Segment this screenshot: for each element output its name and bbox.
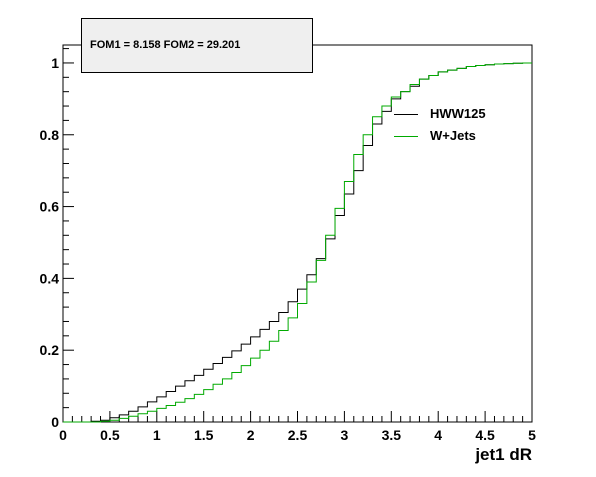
series-layer (63, 62, 532, 423)
legend-swatch-wjets (394, 136, 418, 137)
x-axis: 0 0.5 1 1.5 2 2.5 3 3.5 4 4.5 5 (59, 411, 536, 443)
x-tick-label: 3 (341, 427, 349, 443)
x-tick-label: 1.5 (194, 427, 214, 443)
y-tick-label: 0.4 (40, 270, 60, 286)
y-axis: 0 0.2 0.4 0.6 0.8 1 (40, 48, 74, 430)
y-tick-label: 1 (51, 55, 59, 71)
y-tick-label: 0.2 (40, 342, 60, 358)
x-tick-label: 1 (153, 427, 161, 443)
legend-item-hww125: HWW125 (386, 104, 536, 124)
stats-box: FOM1 = 8.158 FOM2 = 29.201 (81, 18, 313, 73)
x-tick-label: 2.5 (288, 427, 308, 443)
x-tick-label: 0.5 (100, 427, 120, 443)
stats-text: FOM1 = 8.158 FOM2 = 29.201 (90, 39, 241, 51)
legend-label-wjets: W+Jets (430, 128, 476, 143)
legend: HWW125 W+Jets (386, 102, 536, 152)
x-tick-label: 2 (247, 427, 255, 443)
x-tick-label: 0 (59, 427, 67, 443)
legend-label-hww125: HWW125 (430, 106, 486, 121)
x-tick-label: 4.5 (475, 427, 495, 443)
y-tick-label: 0 (51, 414, 59, 430)
x-tick-label: 4 (434, 427, 442, 443)
x-tick-label: 3.5 (382, 427, 402, 443)
y-tick-label: 0.6 (40, 199, 60, 215)
series-wjets-line (63, 62, 532, 423)
x-axis-title: jet1 dR (474, 445, 532, 464)
legend-item-wjets: W+Jets (386, 126, 536, 146)
x-tick-label: 5 (528, 427, 536, 443)
y-tick-label: 0.8 (40, 127, 60, 143)
legend-swatch-hww125 (394, 114, 418, 115)
